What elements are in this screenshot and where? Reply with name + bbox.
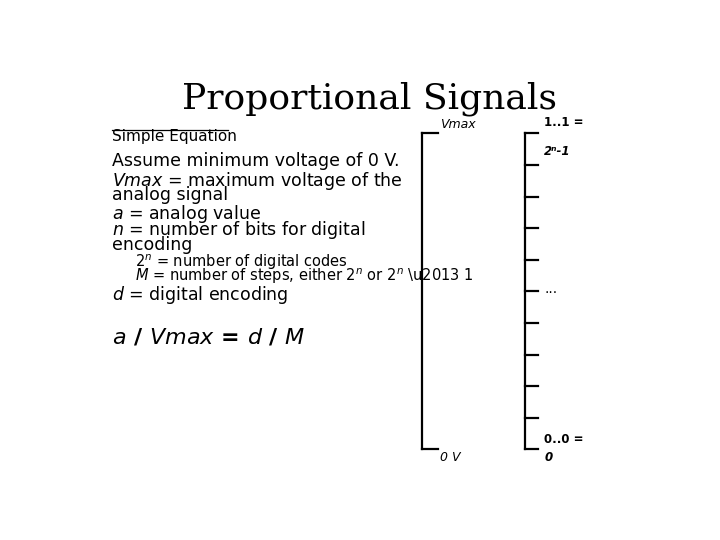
Text: 0 V: 0 V xyxy=(441,451,461,464)
Text: $\mathit{a}$ = analog value: $\mathit{a}$ = analog value xyxy=(112,203,261,225)
Text: $\mathit{d}$ = digital encoding: $\mathit{d}$ = digital encoding xyxy=(112,284,289,306)
Text: $\mathit{n}$ = number of bits for digital: $\mathit{n}$ = number of bits for digita… xyxy=(112,219,366,241)
Text: Assume minimum voltage of 0 V.: Assume minimum voltage of 0 V. xyxy=(112,152,400,170)
Text: 2ⁿ-1: 2ⁿ-1 xyxy=(544,145,571,158)
Text: $\mathit{Vmax}$ = maximum voltage of the: $\mathit{Vmax}$ = maximum voltage of the xyxy=(112,170,403,192)
Text: 0..0 =: 0..0 = xyxy=(544,433,584,446)
Text: Simple Equation: Simple Equation xyxy=(112,129,237,144)
Text: Proportional Signals: Proportional Signals xyxy=(181,82,557,116)
Text: analog signal: analog signal xyxy=(112,186,228,204)
Text: 0: 0 xyxy=(544,451,552,464)
Text: $\mathit{a}$ / $\mathit{Vmax}$ = $\mathit{d}$ / $\mathit{M}$: $\mathit{a}$ / $\mathit{Vmax}$ = $\mathi… xyxy=(112,327,306,348)
Text: 1..1 =: 1..1 = xyxy=(544,116,584,129)
Text: 2$^n$ = number of digital codes: 2$^n$ = number of digital codes xyxy=(135,252,348,272)
Text: encoding: encoding xyxy=(112,236,193,254)
Text: ...: ... xyxy=(544,282,557,296)
Text: Vmax: Vmax xyxy=(441,118,476,131)
Text: $\mathit{M}$ = number of steps, either 2$^n$ or 2$^n$ \u2013 1: $\mathit{M}$ = number of steps, either 2… xyxy=(135,267,473,287)
